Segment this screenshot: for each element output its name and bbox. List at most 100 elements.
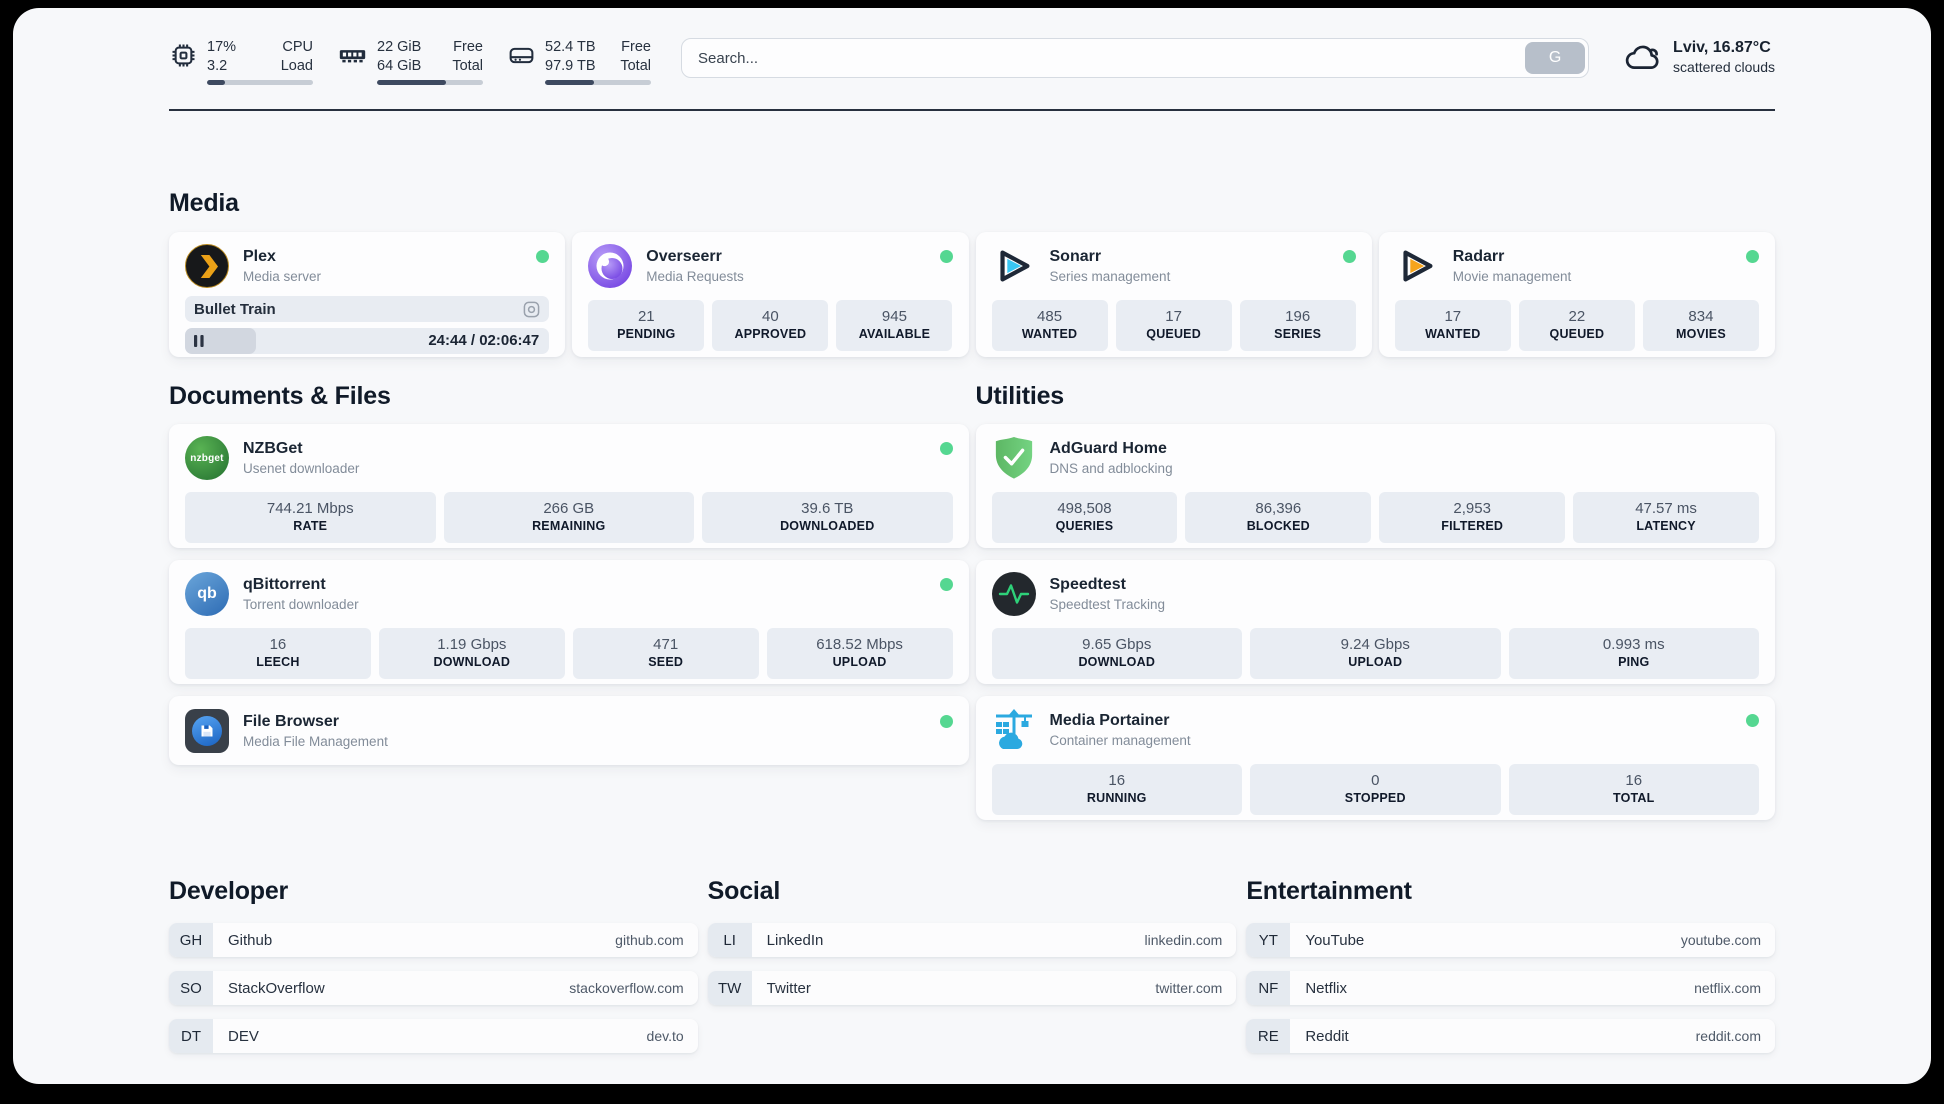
entertainment-section: Entertainment YT YouTube youtube.com NF … (1246, 877, 1775, 1053)
stat-total: 16 TOTAL (1508, 764, 1759, 815)
app-subtitle: Container management (1049, 733, 1191, 748)
section-title-social: Social (707, 877, 781, 905)
overseerr-icon (588, 244, 633, 288)
cpu-usage-value: 17% (207, 39, 237, 55)
stat-series: 196 SERIES (1239, 300, 1356, 351)
link-github[interactable]: GH Github github.com (169, 923, 698, 957)
app-subtitle: Speedtest Tracking (1049, 597, 1166, 612)
session-camera-icon (523, 301, 540, 317)
speedtest-card[interactable]: Speedtest Speedtest Tracking 9.65 Gbps DO… (975, 560, 1775, 684)
playback-progress-bar: 24:44 / 02:06:47 (185, 328, 550, 354)
weather-condition: scattered clouds (1673, 59, 1775, 75)
speedtest-icon (991, 572, 1036, 616)
stat-latency: 47.57 ms LATENCY (1573, 492, 1759, 543)
radarr-card[interactable]: Radarr Movie management 17 WANTED 22 QUEUE… (1378, 232, 1775, 357)
ram-free-value: 22 GiB (377, 39, 422, 55)
portainer-card[interactable]: Media Portainer Container management 16 R… (975, 696, 1775, 820)
link-url: linkedin.com (1144, 932, 1223, 948)
link-name: LinkedIn (766, 931, 824, 949)
link-twitter[interactable]: TW Twitter twitter.com (707, 971, 1237, 1005)
stat-ping: 0.993 ms PING (1508, 628, 1759, 679)
link-netflix[interactable]: NF Netflix netflix.com (1246, 971, 1775, 1005)
section-title-documents: Documents & Files (169, 382, 391, 410)
sonarr-card[interactable]: Sonarr Series management 485 WANTED 17 QUE… (975, 232, 1372, 357)
weather-widget: Lviv, 16.87°C scattered clouds (1623, 38, 1775, 76)
link-url: twitter.com (1155, 980, 1223, 996)
status-dot (939, 250, 953, 263)
stat-queued: 17 QUEUED (1115, 300, 1232, 351)
weather-location-temp: Lviv, 16.87°C (1673, 39, 1771, 56)
link-url: github.com (615, 932, 684, 948)
cpu-load-value: 3.2 (207, 58, 228, 74)
search-engine-button[interactable]: G (1525, 42, 1586, 74)
now-playing-title: Bullet Train (194, 300, 276, 318)
disk-total-label: Total (620, 58, 651, 74)
status-dot (1342, 250, 1356, 263)
cpu-progress-bar (207, 80, 313, 85)
documents-column: nzbget NZBGet Usenet downloader 744.21 M… (169, 424, 969, 765)
link-abbr: SO (169, 971, 213, 1005)
status-dot (536, 250, 550, 263)
adguard-card[interactable]: AdGuard Home DNS and adblocking 498,508 Q… (975, 424, 1775, 548)
link-youtube[interactable]: YT YouTube youtube.com (1246, 923, 1775, 957)
link-abbr: DT (169, 1019, 213, 1053)
radarr-icon (1395, 244, 1439, 288)
link-stackoverflow[interactable]: SO StackOverflow stackoverflow.com (169, 971, 698, 1005)
app-subtitle: Media Requests (646, 269, 744, 284)
stat-blocked: 86,396 BLOCKED (1185, 492, 1372, 543)
app-name: Plex (243, 248, 276, 265)
developer-section: Developer GH Github github.com SO StackO… (169, 877, 698, 1053)
stat-wanted: 485 WANTED (991, 300, 1108, 351)
filebrowser-card[interactable]: File Browser Media File Management (169, 696, 969, 765)
ram-total-label: Total (452, 58, 483, 74)
search-bar: G (681, 38, 1590, 78)
link-url: netflix.com (1694, 980, 1761, 996)
portainer-icon (992, 708, 1036, 752)
overseerr-card[interactable]: Overseerr Media Requests 21 PENDING 40 APP… (572, 232, 969, 357)
app-subtitle: Torrent downloader (243, 597, 359, 612)
link-name: Reddit (1305, 1027, 1349, 1045)
link-abbr: TW (707, 971, 752, 1005)
section-title-media: Media (169, 189, 239, 217)
utilities-column: AdGuard Home DNS and adblocking 498,508 Q… (975, 424, 1775, 820)
top-bar: 17% CPU 3.2 Load (169, 8, 1775, 85)
link-name: DEV (228, 1027, 259, 1045)
qbittorrent-card[interactable]: qb qBittorrent Torrent downloader 16 LEEC… (169, 560, 969, 684)
playback-time: 24:44 / 02:06:47 (428, 332, 540, 349)
search-input[interactable] (681, 38, 1590, 78)
stat-filtered: 2,953 FILTERED (1379, 492, 1566, 543)
sonarr-icon (992, 244, 1036, 288)
link-abbr: GH (169, 923, 213, 957)
stat-movies: 834 MOVIES (1642, 300, 1759, 351)
ram-icon (339, 50, 366, 63)
plex-card[interactable]: Plex Media server Bullet Train 24:44 / 0… (169, 232, 566, 357)
link-abbr: LI (707, 923, 752, 957)
link-dev[interactable]: DT DEV dev.to (169, 1019, 698, 1053)
app-name: AdGuard Home (1049, 440, 1167, 457)
link-name: Github (228, 931, 273, 949)
nzbget-card[interactable]: nzbget NZBGet Usenet downloader 744.21 M… (169, 424, 969, 548)
link-name: Netflix (1305, 979, 1348, 997)
link-name: YouTube (1305, 931, 1365, 949)
status-dot (1746, 714, 1759, 727)
link-url: dev.to (646, 1028, 684, 1044)
stat-wanted: 17 WANTED (1394, 300, 1511, 351)
disk-free-label: Free (621, 39, 651, 55)
cpu-load-label: Load (280, 58, 313, 74)
stat-remaining: 266 GB REMAINING (443, 492, 694, 543)
link-linkedin[interactable]: LI LinkedIn linkedin.com (707, 923, 1237, 957)
app-subtitle: Usenet downloader (243, 461, 360, 476)
stat-approved: 40 APPROVED (712, 300, 829, 351)
stat-stopped: 0 STOPPED (1250, 764, 1501, 815)
stat-available: 945 AVAILABLE (836, 300, 953, 351)
stat-running: 16 RUNNING (991, 764, 1242, 815)
app-subtitle: Movie management (1452, 269, 1572, 284)
section-title-utilities: Utilities (975, 382, 1065, 410)
stat-queued: 22 QUEUED (1518, 300, 1635, 351)
link-reddit[interactable]: RE Reddit reddit.com (1246, 1019, 1775, 1053)
stat-downloaded: 39.6 TB DOWNLOADED (702, 492, 953, 543)
adguard-icon (992, 436, 1036, 480)
stat-pending: 21 PENDING (588, 300, 705, 351)
status-dot (1746, 250, 1759, 263)
disk-widget: 52.4 TB Free 97.9 TB Total (507, 38, 651, 85)
